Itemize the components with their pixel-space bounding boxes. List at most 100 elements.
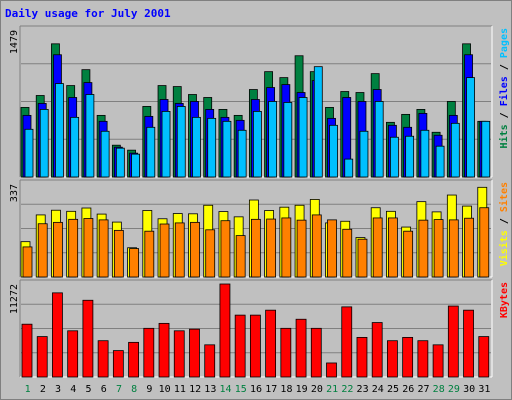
x-tick-label-day-25: 25 — [387, 384, 399, 395]
bar-kbytes-day-15 — [234, 314, 246, 378]
bar-pages-day-1 — [24, 128, 34, 178]
bar-kbytes-day-24 — [371, 322, 383, 378]
bar-pages-day-5 — [85, 94, 95, 178]
bar-kbytes-day-6 — [97, 340, 109, 378]
x-tick-label-day-29: 29 — [448, 384, 460, 395]
bar-kbytes-day-5 — [82, 299, 94, 378]
x-tick-label-day-1: 1 — [25, 384, 31, 395]
x-tick-label-day-5: 5 — [86, 384, 92, 395]
bar-sites-day-26 — [403, 230, 414, 278]
bar-kbytes-day-18 — [280, 327, 292, 378]
bar-sites-day-17 — [266, 218, 277, 278]
x-tick-label-day-28: 28 — [433, 384, 445, 395]
bar-pages-day-27 — [420, 129, 430, 178]
bar-pages-day-9 — [146, 126, 156, 178]
panel-bottom-ymax-label: 11272 — [9, 284, 20, 314]
bar-kbytes-day-16 — [249, 314, 261, 378]
bar-sites-day-15 — [235, 235, 246, 278]
bar-sites-day-18 — [281, 217, 292, 278]
bar-sites-day-30 — [464, 217, 474, 278]
legend--label: / — [499, 106, 510, 124]
bar-kbytes-day-20 — [310, 327, 322, 378]
bar-kbytes-day-8 — [128, 341, 139, 378]
bar-kbytes-day-17 — [265, 309, 277, 378]
bar-kbytes-day-27 — [417, 340, 429, 378]
bar-pages-day-10 — [161, 111, 171, 178]
bar-pages-day-13 — [207, 117, 217, 178]
bar-sites-day-14 — [220, 220, 231, 278]
bar-pages-day-18 — [283, 102, 293, 178]
bar-pages-day-26 — [405, 135, 415, 178]
bar-sites-day-9 — [144, 230, 155, 278]
bar-sites-day-11 — [174, 222, 185, 278]
x-tick-label-day-21: 21 — [326, 384, 338, 395]
x-tick-label-day-7: 7 — [116, 384, 122, 395]
bar-sites-day-31 — [479, 207, 490, 278]
x-tick-label-day-3: 3 — [55, 384, 61, 395]
bar-pages-day-21 — [329, 124, 338, 178]
x-tick-label-day-9: 9 — [146, 384, 152, 395]
bar-sites-day-10 — [159, 223, 170, 278]
bar-kbytes-day-26 — [402, 336, 414, 378]
bar-pages-day-29 — [450, 122, 460, 178]
bar-kbytes-day-25 — [387, 340, 398, 378]
legend-pages-label: Pages — [499, 28, 510, 58]
x-tick-label-day-15: 15 — [235, 384, 247, 395]
panel-bottom-legend: KBytes — [499, 282, 510, 318]
bar-kbytes-day-9 — [143, 327, 155, 378]
bar-kbytes-day-10 — [158, 322, 170, 378]
legend-hits-label: Hits — [498, 124, 510, 148]
bar-pages-day-28 — [435, 145, 445, 178]
bar-kbytes-day-2 — [36, 336, 48, 378]
x-tick-label-day-27: 27 — [417, 384, 429, 395]
x-tick-label-day-14: 14 — [220, 384, 232, 395]
bar-pages-day-19 — [298, 97, 308, 178]
bar-pages-day-7 — [115, 147, 125, 178]
bar-kbytes-day-22 — [341, 306, 353, 378]
bar-pages-day-2 — [39, 109, 49, 178]
bar-sites-day-19 — [296, 219, 307, 278]
bar-kbytes-day-3 — [52, 292, 63, 378]
x-tick-label-day-10: 10 — [159, 384, 171, 395]
legend-files-label: Files — [498, 76, 510, 106]
x-tick-label-day-30: 30 — [463, 384, 475, 395]
legend--label: / — [499, 58, 510, 76]
x-tick-label-day-12: 12 — [189, 384, 201, 395]
bar-kbytes-day-13 — [204, 344, 216, 378]
bar-kbytes-day-7 — [112, 350, 124, 378]
bar-kbytes-day-21 — [326, 362, 337, 378]
bar-kbytes-day-28 — [432, 344, 444, 378]
panel-top-ymax-label: 1479 — [9, 30, 20, 54]
bar-kbytes-day-1 — [21, 323, 33, 378]
x-tick-label-day-22: 22 — [341, 384, 353, 395]
bar-kbytes-day-4 — [67, 330, 79, 378]
x-tick-label-day-31: 31 — [478, 384, 490, 395]
x-tick-label-day-2: 2 — [40, 384, 46, 395]
x-tick-label-day-24: 24 — [372, 384, 384, 395]
chart-title: Daily usage for July 2001 — [5, 7, 171, 20]
bar-sites-day-2 — [37, 223, 48, 278]
bar-pages-day-25 — [390, 136, 399, 178]
bar-sites-day-13 — [205, 229, 216, 278]
bar-sites-day-25 — [388, 217, 398, 278]
panel-top-legend: Hits / Files / Pages — [498, 28, 510, 148]
x-tick-label-day-8: 8 — [131, 384, 137, 395]
legend--label: / — [499, 212, 510, 230]
bar-sites-day-28 — [433, 219, 444, 278]
legend-visits-label: Visits — [498, 230, 510, 266]
x-tick-label-day-20: 20 — [311, 384, 323, 395]
bar-sites-day-22 — [342, 228, 353, 278]
x-tick-label-day-16: 16 — [250, 384, 262, 395]
bar-kbytes-day-14 — [219, 283, 231, 378]
bar-pages-day-20 — [313, 66, 323, 178]
x-tick-label-day-4: 4 — [70, 384, 76, 395]
bar-kbytes-day-29 — [447, 305, 459, 378]
bar-kbytes-day-19 — [295, 318, 307, 378]
bar-sites-day-1 — [22, 246, 33, 278]
x-tick-label-day-11: 11 — [174, 384, 186, 395]
x-tick-label-day-13: 13 — [204, 384, 216, 395]
bar-pages-day-12 — [192, 116, 201, 178]
bar-sites-day-5 — [83, 218, 94, 278]
x-tick-label-day-23: 23 — [357, 384, 369, 395]
